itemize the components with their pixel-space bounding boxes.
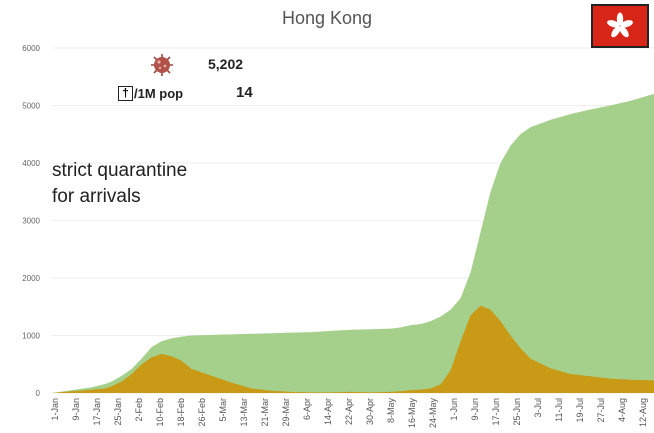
x-tick-label: 25-Jan (113, 398, 123, 426)
gridlines (52, 47, 654, 394)
total-cases-value: 5,202 (208, 56, 244, 72)
hong-kong-flag-icon (591, 4, 649, 48)
y-tick-label: 6000 (22, 44, 40, 53)
x-tick-label: 5-Mar (218, 398, 228, 422)
x-tick-label: 18-Feb (176, 398, 186, 427)
y-tick-label: 3000 (22, 217, 40, 226)
x-tick-label: 22-Apr (344, 398, 354, 425)
y-axis-ticks: 0 1000 2000 3000 4000 5000 6000 (22, 44, 40, 398)
y-tick-label: 5000 (22, 102, 40, 111)
x-tick-label: 25-Jun (512, 398, 522, 426)
x-tick-label: 14-Apr (323, 398, 333, 425)
x-tick-label: 1-Jun (449, 398, 459, 421)
x-tick-label: 21-Mar (260, 398, 270, 427)
x-tick-label: 4-Aug (617, 398, 627, 422)
x-tick-label: 1-Jan (50, 398, 60, 421)
y-tick-label: 2000 (22, 274, 40, 283)
y-tick-label: 0 (36, 389, 41, 398)
x-tick-label: 10-Feb (155, 398, 165, 427)
coronavirus-icon (151, 54, 173, 76)
x-tick-label: 11-Jul (554, 398, 564, 422)
x-tick-label: 16-May (407, 398, 417, 429)
deaths-per-million-label: /1M pop (134, 86, 184, 101)
series-area-2 (52, 305, 654, 393)
x-tick-label: 6-Apr (302, 398, 312, 420)
x-tick-label: 9-Jun (470, 398, 480, 421)
x-tick-label: 24-May (428, 398, 438, 429)
deaths-per-million-value: 14 (236, 84, 253, 101)
x-axis-ticks: 1-Jan 9-Jan 17-Jan 25-Jan 2-Feb 10-Feb 18-Feb 2… (50, 398, 648, 429)
x-tick-label: 29-Mar (281, 398, 291, 427)
chart-areas (52, 93, 654, 394)
x-tick-label: 3-Jul (533, 398, 543, 418)
x-tick-label: 27-Jul (596, 398, 606, 423)
x-tick-label: 17-Jan (92, 398, 102, 426)
y-tick-label: 4000 (22, 159, 40, 168)
y-tick-label: 1000 (22, 332, 40, 341)
x-tick-label: 2-Feb (134, 398, 144, 422)
series-area-1 (52, 93, 654, 394)
x-tick-label: 13-Mar (239, 398, 249, 427)
chart-title: Hong Kong (281, 8, 373, 28)
x-tick-label: 9-Jan (71, 398, 81, 421)
x-tick-label: 30-Apr (365, 398, 375, 425)
chart-annotation: strict quarantine for arrivals (52, 160, 188, 207)
deaths-cross-icon: † (118, 86, 133, 101)
x-tick-label: 26-Feb (197, 398, 207, 427)
x-tick-label: 17-Jun (491, 398, 501, 426)
x-tick-label: 19-Jul (575, 398, 585, 423)
x-tick-label: 12-Aug (638, 398, 648, 427)
x-tick-label: 8-May (386, 398, 396, 424)
